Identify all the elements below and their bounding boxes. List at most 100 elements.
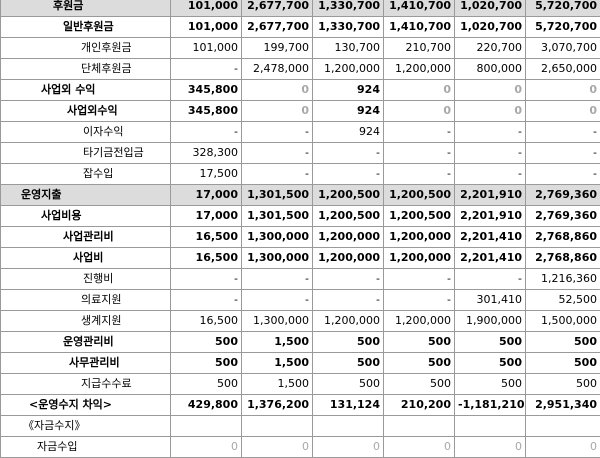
value-cell[interactable]: 1,300,000	[242, 311, 313, 332]
value-cell[interactable]: -	[313, 290, 384, 311]
row-label[interactable]: 진행비	[1, 269, 171, 290]
value-cell[interactable]: 345,800	[171, 80, 242, 101]
row-label[interactable]: 잡수입	[1, 164, 171, 185]
value-cell[interactable]: 500	[384, 374, 455, 395]
value-cell[interactable]: 1,200,500	[384, 185, 455, 206]
value-cell[interactable]: 101,000	[171, 0, 242, 17]
value-cell[interactable]: -	[384, 143, 455, 164]
value-cell[interactable]: 2,768,860	[526, 227, 600, 248]
value-cell[interactable]: 1,500	[242, 374, 313, 395]
value-cell[interactable]: 2,769,360	[526, 185, 600, 206]
value-cell[interactable]: 1,216,360	[526, 269, 600, 290]
value-cell[interactable]: 500	[455, 353, 526, 374]
row-label[interactable]: <운영수지 차익>	[1, 395, 171, 416]
row-label[interactable]: 이자수익	[1, 122, 171, 143]
value-cell[interactable]: 0	[242, 437, 313, 458]
value-cell[interactable]: 500	[455, 332, 526, 353]
value-cell[interactable]: 2,201,410	[455, 227, 526, 248]
value-cell[interactable]	[171, 416, 242, 437]
row-label[interactable]: 《자금수지》	[1, 416, 171, 437]
row-label[interactable]: 후원금	[1, 0, 171, 17]
value-cell[interactable]: -	[171, 269, 242, 290]
value-cell[interactable]: 1,330,700	[313, 17, 384, 38]
value-cell[interactable]: -	[526, 143, 600, 164]
value-cell[interactable]: 1,200,000	[313, 59, 384, 80]
value-cell[interactable]: 1,200,000	[313, 311, 384, 332]
value-cell[interactable]: 301,410	[455, 290, 526, 311]
value-cell[interactable]: 1,020,700	[455, 17, 526, 38]
value-cell[interactable]: 0	[455, 101, 526, 122]
value-cell[interactable]: 1,200,500	[313, 185, 384, 206]
value-cell[interactable]: 1,200,000	[313, 248, 384, 269]
value-cell[interactable]: -	[313, 164, 384, 185]
value-cell[interactable]: -	[526, 164, 600, 185]
value-cell[interactable]: 1,410,700	[384, 0, 455, 17]
value-cell[interactable]: 0	[384, 437, 455, 458]
row-label[interactable]: 지급수수료	[1, 374, 171, 395]
value-cell[interactable]: 800,000	[455, 59, 526, 80]
row-label[interactable]: 운영지출	[1, 185, 171, 206]
value-cell[interactable]: 17,000	[171, 185, 242, 206]
value-cell[interactable]: 130,700	[313, 38, 384, 59]
value-cell[interactable]: -	[455, 269, 526, 290]
value-cell[interactable]: 1,200,500	[384, 206, 455, 227]
value-cell[interactable]: -	[526, 122, 600, 143]
row-label[interactable]: 자금수입	[1, 437, 171, 458]
value-cell[interactable]: 345,800	[171, 101, 242, 122]
value-cell[interactable]: 2,677,700	[242, 17, 313, 38]
value-cell[interactable]: 2,769,360	[526, 206, 600, 227]
value-cell[interactable]: 1,020,700	[455, 0, 526, 17]
value-cell[interactable]: 0	[526, 80, 600, 101]
row-label[interactable]: 의료지원	[1, 290, 171, 311]
value-cell[interactable]: 220,700	[455, 38, 526, 59]
value-cell[interactable]	[313, 416, 384, 437]
value-cell[interactable]: 500	[313, 353, 384, 374]
value-cell[interactable]: 1,300,000	[242, 248, 313, 269]
value-cell[interactable]: 500	[171, 332, 242, 353]
value-cell[interactable]: 0	[242, 101, 313, 122]
value-cell[interactable]: 429,800	[171, 395, 242, 416]
value-cell[interactable]: 1,376,200	[242, 395, 313, 416]
value-cell[interactable]: 17,000	[171, 206, 242, 227]
value-cell[interactable]: 0	[455, 80, 526, 101]
row-label[interactable]: 사업관리비	[1, 227, 171, 248]
value-cell[interactable]: -	[313, 143, 384, 164]
value-cell[interactable]: 2,201,910	[455, 185, 526, 206]
value-cell[interactable]: 500	[526, 332, 600, 353]
value-cell[interactable]: 1,500	[242, 332, 313, 353]
row-label[interactable]: 일반후원금	[1, 17, 171, 38]
value-cell[interactable]: 1,301,500	[242, 185, 313, 206]
value-cell[interactable]: -	[455, 122, 526, 143]
value-cell[interactable]: 500	[313, 332, 384, 353]
value-cell[interactable]: 1,200,500	[313, 206, 384, 227]
value-cell[interactable]: 0	[455, 437, 526, 458]
value-cell[interactable]: 924	[313, 80, 384, 101]
value-cell[interactable]: -	[384, 269, 455, 290]
value-cell[interactable]: 0	[313, 437, 384, 458]
value-cell[interactable]: 3,070,700	[526, 38, 600, 59]
value-cell[interactable]: 1,900,000	[455, 311, 526, 332]
value-cell[interactable]: 500	[384, 353, 455, 374]
value-cell[interactable]: 500	[526, 374, 600, 395]
value-cell[interactable]: 1,500	[242, 353, 313, 374]
value-cell[interactable]: 924	[313, 122, 384, 143]
value-cell[interactable]: -	[384, 164, 455, 185]
value-cell[interactable]: 5,720,700	[526, 17, 600, 38]
row-label[interactable]: 생계지원	[1, 311, 171, 332]
value-cell[interactable]: 1,500,000	[526, 311, 600, 332]
value-cell[interactable]: 1,200,000	[384, 248, 455, 269]
value-cell[interactable]: -	[171, 59, 242, 80]
value-cell[interactable]: 500	[171, 353, 242, 374]
value-cell[interactable]: 0	[526, 101, 600, 122]
value-cell[interactable]: 0	[526, 437, 600, 458]
value-cell[interactable]: 17,500	[171, 164, 242, 185]
value-cell[interactable]: 1,200,000	[384, 59, 455, 80]
value-cell[interactable]: 0	[384, 80, 455, 101]
value-cell[interactable]: 16,500	[171, 227, 242, 248]
value-cell[interactable]: -	[455, 164, 526, 185]
value-cell[interactable]: 328,300	[171, 143, 242, 164]
value-cell[interactable]: -	[384, 290, 455, 311]
value-cell[interactable]: 199,700	[242, 38, 313, 59]
value-cell[interactable]: -	[242, 269, 313, 290]
value-cell[interactable]: 2,201,910	[455, 206, 526, 227]
